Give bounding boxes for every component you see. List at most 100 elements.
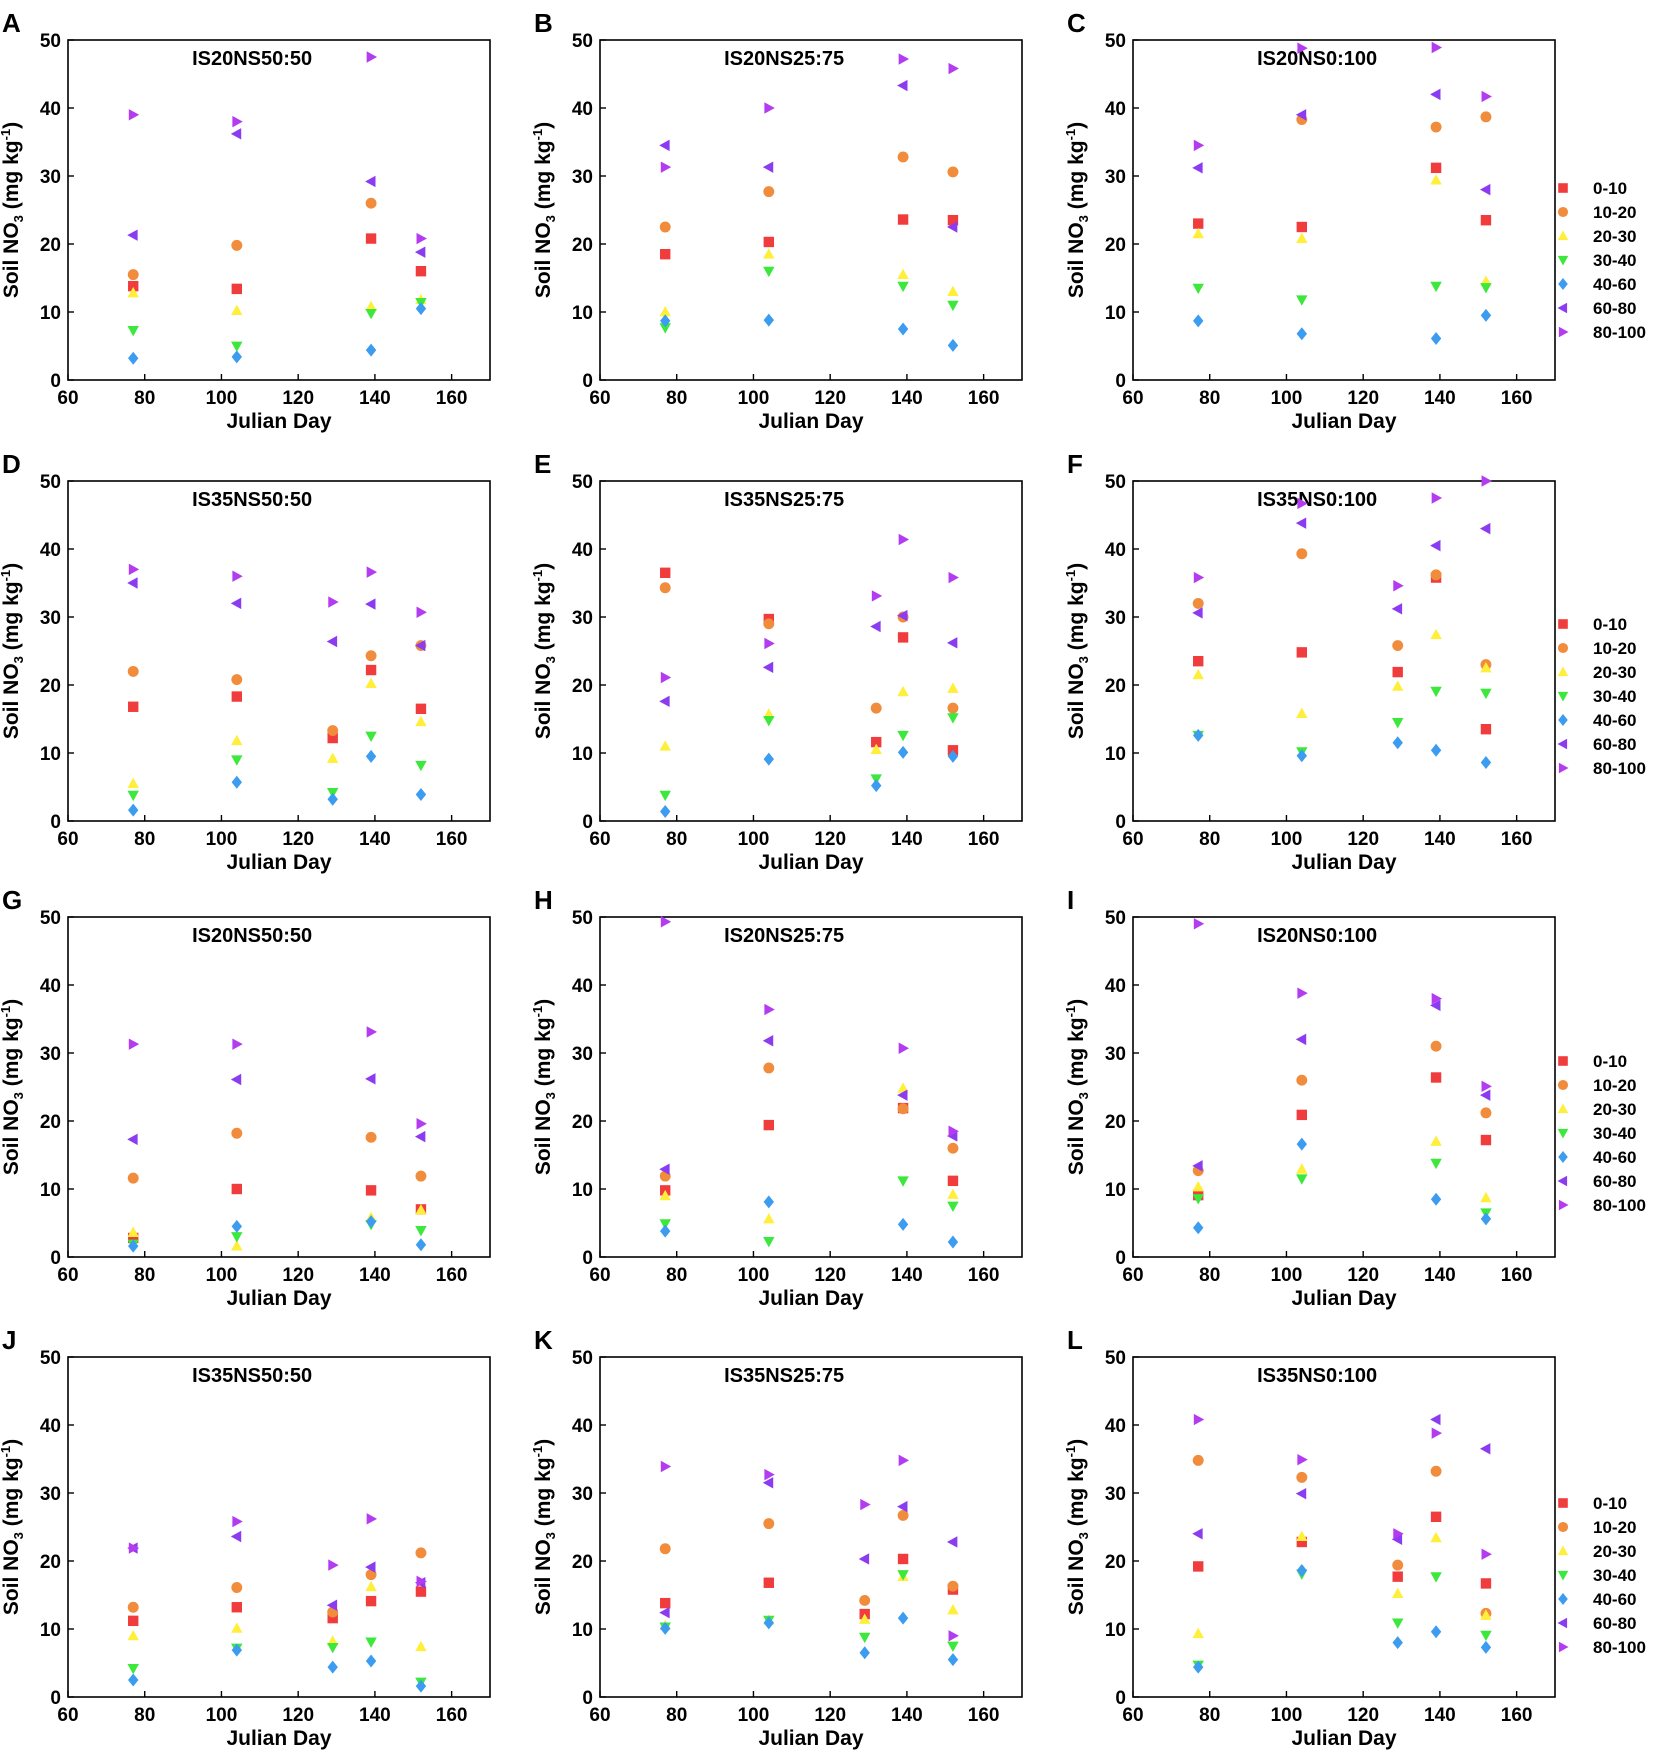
y-tick-label: 20	[1105, 235, 1126, 256]
data-point-80-100	[1481, 475, 1492, 487]
x-tick-label: 120	[1347, 829, 1379, 850]
x-tick-label: 120	[282, 388, 314, 409]
data-point-60-80	[127, 1133, 138, 1146]
y-tick-label: 0	[50, 1688, 61, 1709]
data-point-80-100	[948, 1630, 959, 1642]
y-tick-label: 50	[572, 1348, 593, 1369]
x-tick-label: 80	[1199, 1265, 1220, 1286]
legend: 0-10 10-20 20-30 30-40 40-60 60-80 80-100	[1557, 615, 1646, 778]
data-point-80-100	[898, 53, 910, 65]
x-tick-label: 140	[359, 829, 391, 850]
data-point-40-60	[231, 775, 242, 789]
x-axis-label: Julian Day	[226, 1287, 331, 1310]
data-point-0-10	[1430, 1511, 1442, 1522]
y-tick-label: 10	[572, 303, 593, 324]
panel-title: IS35NS25:75	[724, 489, 844, 511]
data-point-40-60	[660, 804, 671, 818]
plot-frame	[1132, 1356, 1556, 1698]
panel-title: IS35NS50:50	[192, 1365, 312, 1387]
data-point-30-40	[659, 1219, 671, 1230]
plot-frame	[67, 480, 491, 822]
data-point-80-100	[1193, 139, 1205, 152]
y-tick-label: 10	[572, 744, 593, 765]
panel-letter: L	[1067, 1325, 1083, 1355]
data-point-30-40	[127, 1664, 139, 1675]
data-point-60-80	[659, 1606, 670, 1619]
x-tick-label: 60	[1122, 1265, 1143, 1286]
data-point-30-40	[947, 713, 959, 724]
y-tick-label: 20	[572, 676, 593, 697]
data-point-10-20	[127, 1172, 139, 1184]
panel-letter: C	[1067, 8, 1086, 38]
data-point-30-40	[326, 1642, 339, 1654]
data-point-30-40	[127, 325, 139, 337]
data-point-30-40	[1296, 295, 1308, 306]
y-tick-label: 40	[572, 976, 593, 997]
data-point-0-10	[1193, 656, 1204, 667]
data-point-40-60	[1193, 1221, 1204, 1235]
data-point-40-60	[947, 749, 959, 763]
x-tick-label: 100	[738, 829, 770, 850]
x-tick-label: 60	[1122, 829, 1143, 850]
data-point-0-10	[327, 732, 338, 744]
legend-marker-0-10	[1558, 1498, 1568, 1508]
y-tick-label: 30	[1105, 1044, 1126, 1065]
legend-marker-10-20	[1557, 1079, 1569, 1091]
y-tick-label: 30	[572, 1044, 593, 1065]
legend-marker-60-80	[1557, 302, 1568, 314]
data-point-20-30	[858, 1613, 871, 1624]
data-point-40-60	[660, 314, 671, 328]
data-point-0-10	[1430, 162, 1442, 174]
data-point-20-30	[1296, 1530, 1308, 1541]
y-axis-label: Soil NO3 (mg kg-1)	[1063, 1439, 1091, 1615]
legend-label-80-100: 80-100	[1593, 1196, 1646, 1215]
data-point-40-60	[415, 1679, 427, 1693]
legend-marker-30-40	[1557, 1128, 1569, 1139]
data-point-20-30	[231, 304, 243, 316]
data-point-20-30	[1296, 232, 1308, 243]
data-point-0-10	[660, 249, 671, 260]
data-point-60-80	[127, 577, 138, 589]
legend-label-20-30: 20-30	[1593, 227, 1636, 246]
data-point-30-40	[365, 1637, 377, 1648]
x-tick-label: 140	[1424, 1265, 1456, 1286]
y-tick-label: 0	[1115, 812, 1126, 833]
data-point-40-60	[1193, 728, 1204, 742]
x-axis-label: Julian Day	[1291, 1727, 1396, 1750]
y-axis-label: Soil NO3 (mg kg-1)	[530, 122, 558, 298]
data-point-10-20	[659, 1543, 671, 1555]
data-point-80-100	[416, 232, 427, 245]
data-point-30-40	[1430, 281, 1442, 293]
data-point-40-60	[947, 1653, 959, 1667]
y-tick-label: 0	[50, 1248, 61, 1269]
x-tick-label: 140	[891, 829, 923, 850]
data-point-40-60	[763, 1195, 774, 1209]
data-point-80-100	[1297, 497, 1308, 510]
panel-C: C 0 10 20 30 40 50 60 80 100 120 140 160 Julian Day So…	[1063, 8, 1646, 433]
data-point-20-30	[1480, 1609, 1492, 1620]
data-point-80-100	[416, 1118, 427, 1130]
data-point-40-60	[897, 1217, 909, 1231]
data-point-20-30	[1192, 227, 1204, 239]
data-point-60-80	[1430, 1413, 1441, 1426]
x-tick-label: 100	[206, 1705, 238, 1726]
y-tick-label: 10	[40, 1180, 61, 1201]
data-point-60-80	[230, 597, 242, 610]
data-point-60-80	[946, 1536, 958, 1548]
y-tick-label: 10	[40, 744, 61, 765]
y-tick-label: 20	[1105, 676, 1126, 697]
data-point-40-60	[1480, 756, 1492, 770]
data-point-40-60	[871, 779, 882, 793]
data-point-20-30	[1296, 707, 1308, 718]
data-point-40-60	[1392, 1636, 1403, 1650]
data-point-40-60	[128, 803, 139, 817]
y-tick-label: 40	[572, 1416, 593, 1437]
x-tick-label: 160	[436, 388, 468, 409]
data-point-30-40	[1430, 1158, 1442, 1170]
data-point-20-30	[415, 1640, 427, 1652]
data-point-80-100	[1393, 1528, 1404, 1540]
panel-K: K 0 10 20 30 40 50 60 80 100 120 140 160 Julian Day So…	[530, 1325, 1023, 1750]
x-tick-label: 120	[1347, 388, 1379, 409]
y-tick-label: 0	[50, 371, 61, 392]
panel-H: H 0 10 20 30 40 50 60 80 100 120 140 160 Julian Day So…	[530, 885, 1023, 1310]
